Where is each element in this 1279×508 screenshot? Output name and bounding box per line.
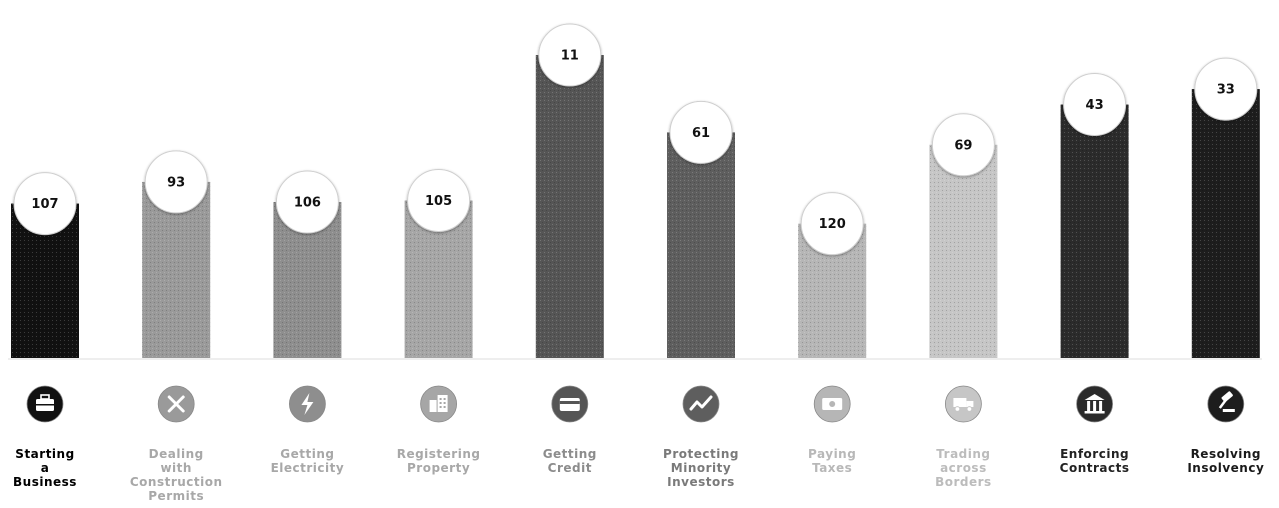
data-label: 33 [1217,83,1235,98]
gavel-icon [1207,385,1245,423]
bar-texture [535,55,604,358]
category-label: Enforcing Contracts [1060,447,1130,475]
trend-icon-glyph [689,395,713,411]
rank-circle [1063,73,1127,137]
courthouse-icon-glyph [1084,394,1105,414]
rank-circle [275,170,339,234]
rank-circle [1194,57,1258,121]
money-icon-glyph [822,398,843,410]
category-label: Protecting Minority Investors [663,447,739,489]
bar-texture [667,132,735,358]
category-label: Resolving Insolvency [1187,447,1264,475]
icons-group [26,385,1245,423]
tools-icon-glyph [167,395,185,413]
data-label: 69 [954,138,972,153]
category-label: Getting Electricity [271,447,345,475]
data-label: 43 [1086,98,1104,113]
briefcase-icon-glyph [36,394,54,411]
rank-circle [407,168,471,232]
category-label: Getting Credit [543,447,597,475]
credit-card-icon-glyph [559,398,580,411]
category-label: Trading across Borders [935,447,992,489]
rank-circle [538,23,602,87]
data-label: 120 [819,217,846,232]
data-label: 11 [561,49,579,64]
category-labels-group: Starting a Business Dealing with Construction… [13,447,1264,503]
bar-texture [1191,89,1260,358]
category-label: Starting a Business [13,447,77,489]
category-label: Dealing with Construction Permits [130,447,223,503]
data-label: 105 [425,194,452,209]
category-label: Registering Property [397,447,481,475]
rank-circles-group: 107 93 106 105 11 61 120 69 43 33 [13,23,1258,256]
rank-circle [800,192,864,256]
gavel-icon-glyph [1218,391,1235,412]
truck-icon-glyph [953,398,974,412]
data-label: 106 [294,196,321,211]
data-label: 107 [31,197,58,212]
category-label: Paying Taxes [808,447,856,475]
data-label: 61 [692,126,710,141]
rank-circle [931,113,995,177]
rank-circle [144,150,208,214]
rank-circle [13,172,77,236]
bar-texture [1060,104,1129,359]
lightning-icon-glyph [301,393,314,415]
rank-circle [669,100,733,164]
bar-texture [929,144,998,358]
data-label: 93 [167,175,185,190]
buildings-icon-glyph [429,395,448,412]
